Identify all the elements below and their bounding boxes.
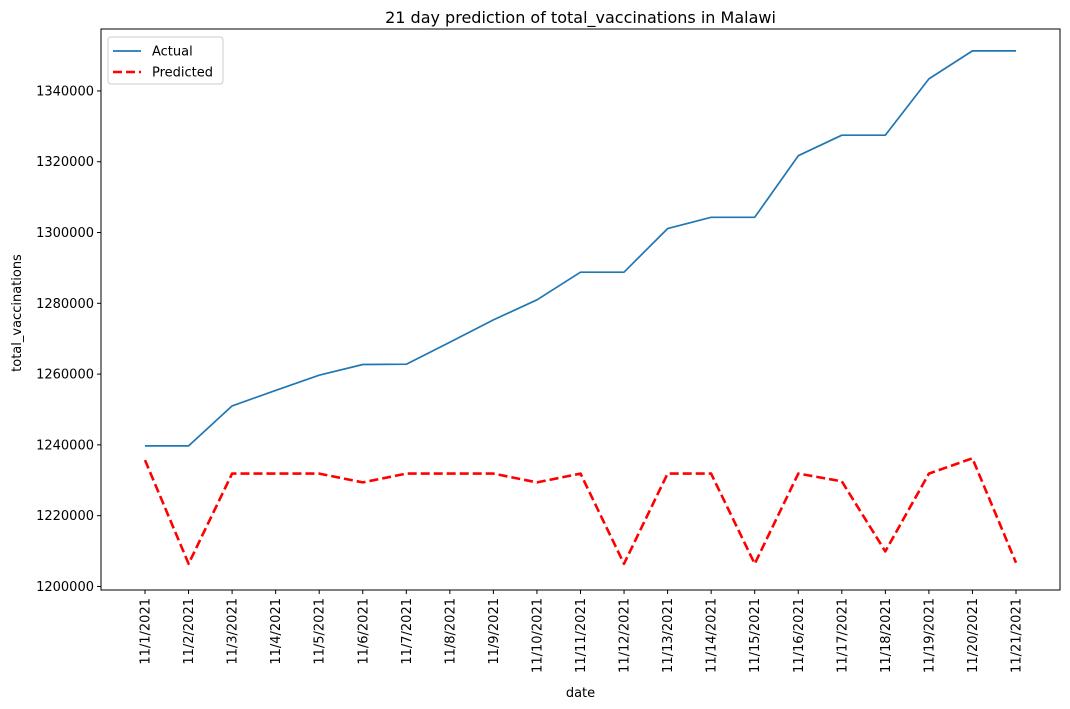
x-tick-label: 11/6/2021 (356, 598, 371, 665)
x-tick-label: 11/15/2021 (748, 598, 763, 673)
chart-title: 21 day prediction of total_vaccinations … (385, 8, 776, 28)
plot-area (100, 28, 1061, 591)
x-tick-label: 11/2/2021 (182, 598, 197, 665)
series-line-predicted (143, 456, 1018, 566)
x-tick-label: 11/11/2021 (574, 598, 589, 673)
x-tick-label: 11/20/2021 (966, 598, 981, 673)
series-layer (143, 50, 1018, 566)
x-tick-label: 11/19/2021 (922, 598, 937, 673)
x-tick-label: 11/14/2021 (705, 598, 720, 673)
x-axis: 11/1/2021 11/2/2021 11/3/2021 11/4/2021 11/5… (139, 590, 1025, 673)
x-tick-label: 11/4/2021 (269, 598, 284, 665)
x-tick-label: 11/17/2021 (835, 598, 850, 673)
legend-label: Predicted (152, 66, 213, 81)
x-tick-label: 11/3/2021 (226, 598, 241, 665)
legend-box (107, 36, 224, 85)
y-tick-label: 1200000 (36, 580, 94, 595)
x-tick-label: 11/16/2021 (792, 598, 807, 673)
x-tick-label: 11/21/2021 (1010, 598, 1025, 673)
y-tick-label: 1220000 (36, 509, 94, 524)
x-tick-label: 11/7/2021 (400, 598, 415, 665)
legend-label: Actual (152, 45, 193, 60)
y-axis-title: total_vaccinations (10, 254, 25, 372)
x-tick-label: 11/13/2021 (661, 598, 676, 673)
x-tick-label: 11/18/2021 (879, 598, 894, 673)
x-tick-label: 11/5/2021 (313, 598, 328, 665)
y-tick-label: 1340000 (36, 84, 94, 99)
y-tick-label: 1300000 (36, 226, 94, 241)
y-tick-label: 1280000 (36, 297, 94, 312)
x-tick-label: 11/1/2021 (139, 598, 154, 665)
series-line-actual (145, 50, 1016, 447)
x-tick-label: 11/10/2021 (530, 598, 545, 673)
y-axis: 1200000 1220000 1240000 1260000 1280000 13000… (36, 84, 101, 595)
x-tick-label: 11/8/2021 (443, 598, 458, 665)
legend: Actual Predicted (107, 36, 224, 85)
x-tick-label: 11/12/2021 (618, 598, 633, 673)
x-tick-label: 11/9/2021 (487, 598, 502, 665)
y-tick-label: 1260000 (36, 368, 94, 383)
y-tick-label: 1320000 (36, 155, 94, 170)
y-tick-label: 1240000 (36, 438, 94, 453)
x-axis-title: date (566, 686, 595, 701)
